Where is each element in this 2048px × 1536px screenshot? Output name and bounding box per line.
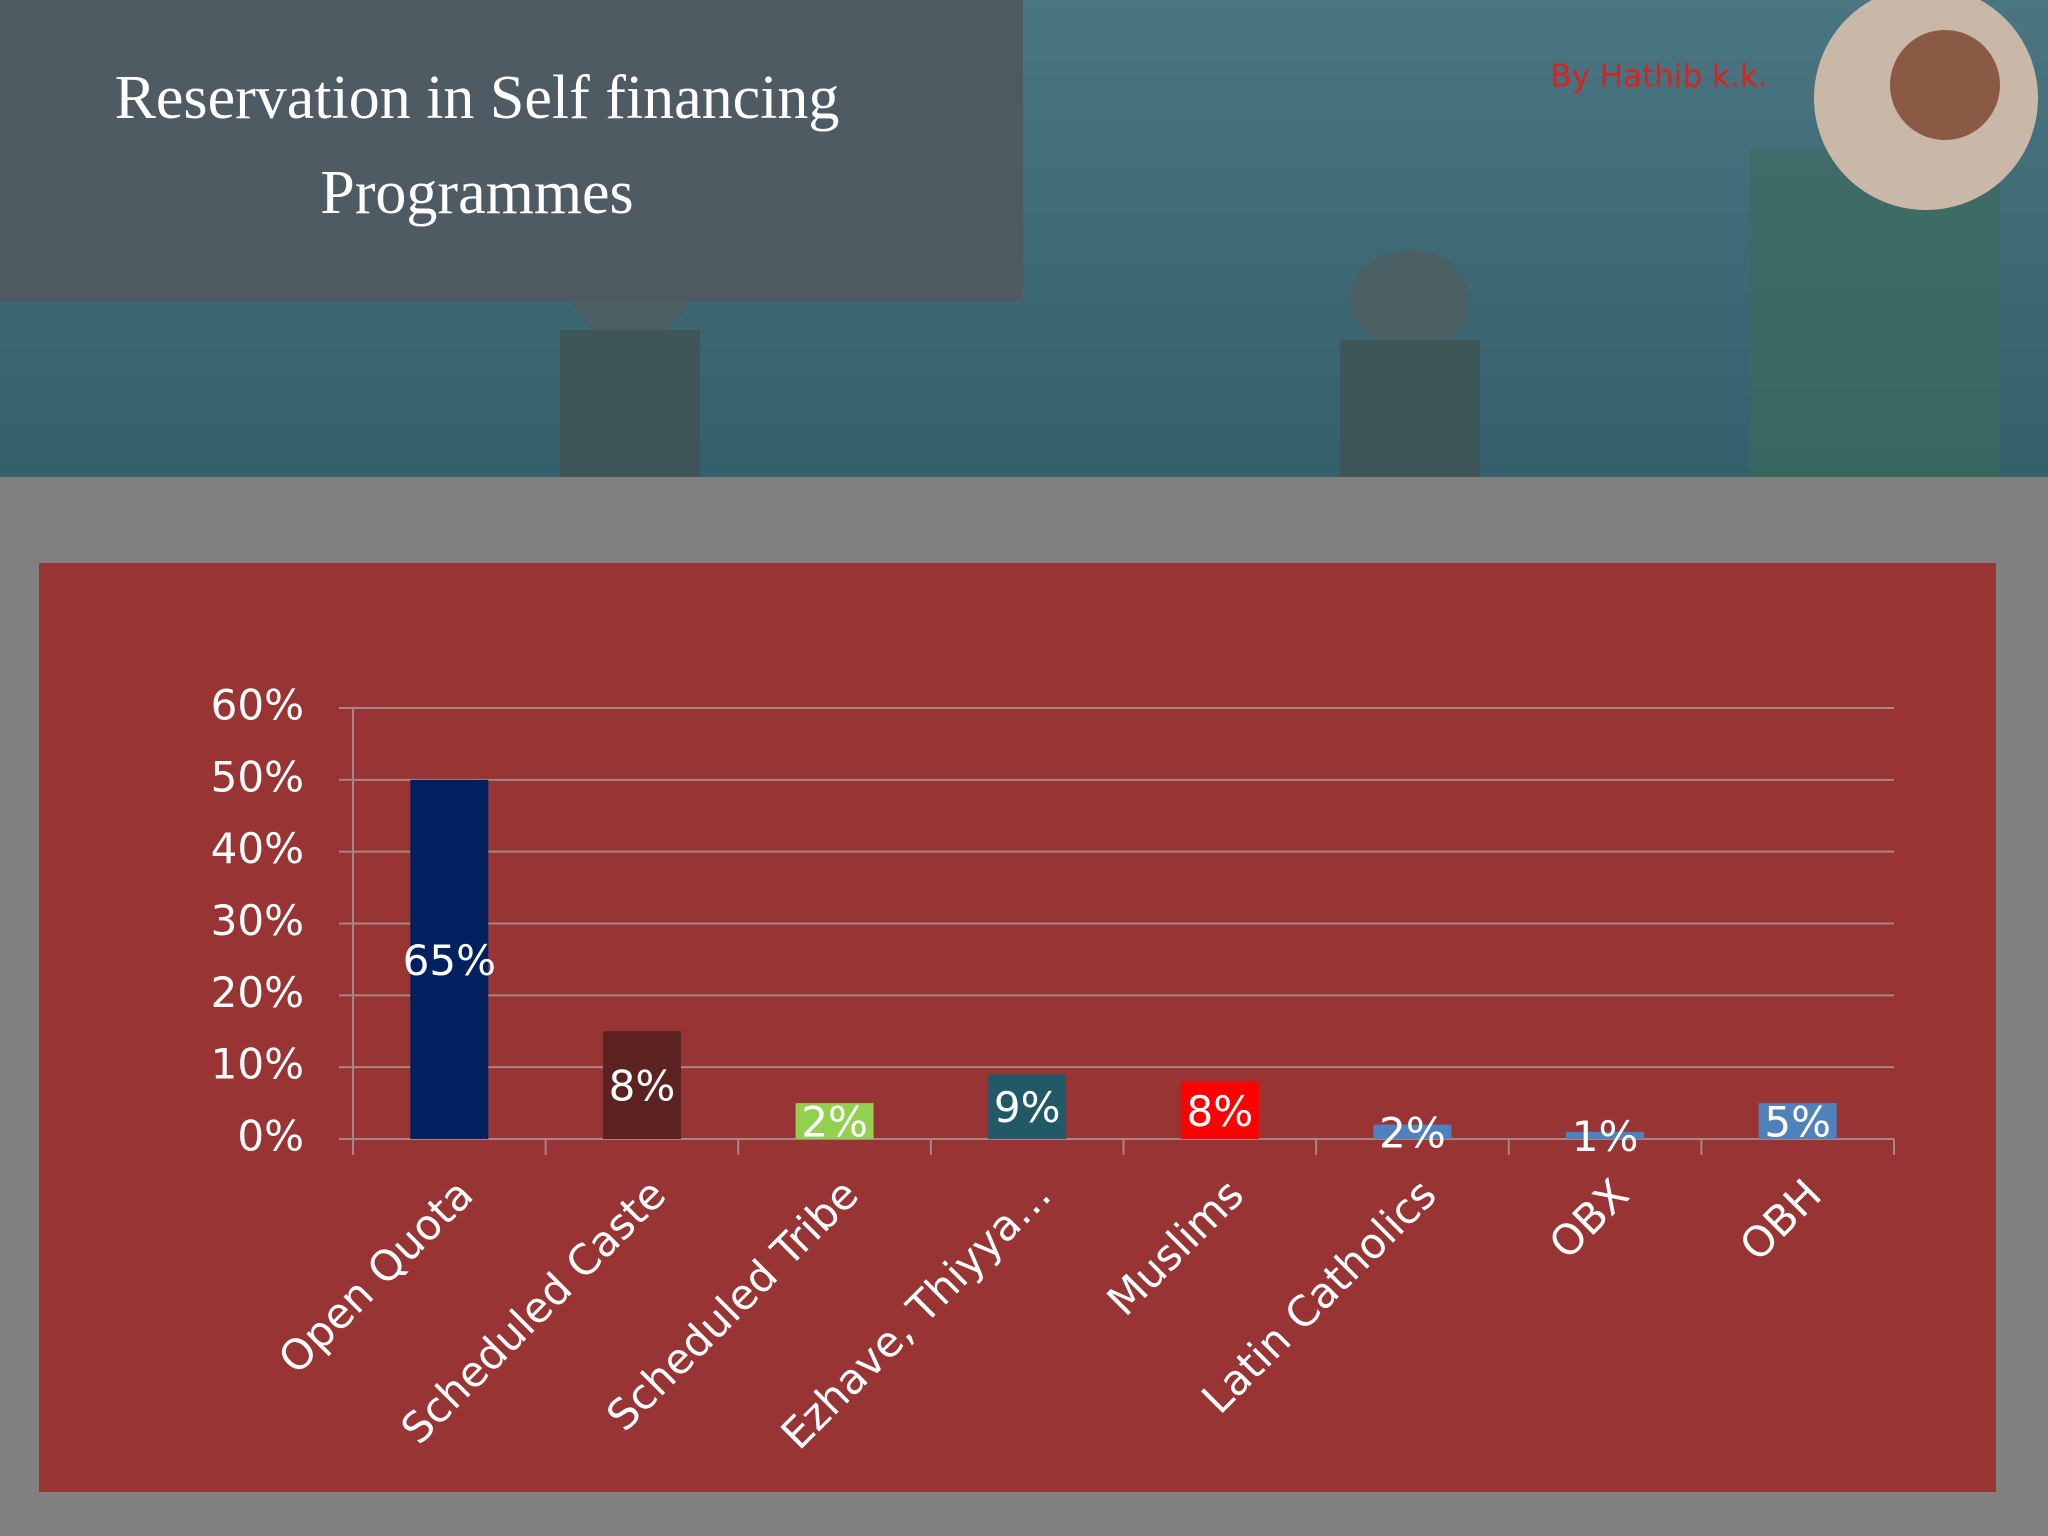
title-line: Programmes bbox=[320, 159, 633, 227]
dome bbox=[1350, 250, 1470, 350]
data-label: 2% bbox=[801, 1098, 868, 1147]
bar bbox=[1180, 1081, 1259, 1139]
y-tick-label: 50% bbox=[211, 752, 304, 801]
bar bbox=[1758, 1103, 1837, 1139]
bar bbox=[988, 1074, 1067, 1139]
bar bbox=[602, 1031, 681, 1139]
data-label: 8% bbox=[1186, 1087, 1253, 1136]
y-tick-label: 10% bbox=[211, 1040, 304, 1089]
y-tick-label: 40% bbox=[211, 824, 304, 873]
y-tick-label: 30% bbox=[211, 896, 304, 945]
data-label: 5% bbox=[1764, 1098, 1831, 1147]
title-box bbox=[0, 0, 1023, 302]
bar bbox=[410, 779, 489, 1139]
minaret bbox=[560, 330, 700, 477]
data-label: 9% bbox=[994, 1083, 1061, 1132]
data-label: 65% bbox=[403, 936, 496, 985]
face bbox=[1890, 30, 2000, 140]
y-tick-label: 20% bbox=[211, 968, 304, 1017]
chart-panel bbox=[39, 563, 1996, 1492]
data-label: 8% bbox=[609, 1062, 676, 1111]
data-label: 2% bbox=[1379, 1108, 1446, 1157]
bar bbox=[1566, 1131, 1645, 1139]
author: By Hathib k.k. bbox=[1550, 59, 1767, 95]
minaret bbox=[1340, 340, 1480, 477]
data-label: 1% bbox=[1572, 1112, 1639, 1161]
y-tick-label: 60% bbox=[211, 681, 304, 730]
y-tick-label: 0% bbox=[237, 1112, 304, 1161]
title-line: Reservation in Self financing bbox=[115, 64, 840, 132]
bar bbox=[1373, 1124, 1452, 1139]
bar bbox=[795, 1103, 874, 1139]
